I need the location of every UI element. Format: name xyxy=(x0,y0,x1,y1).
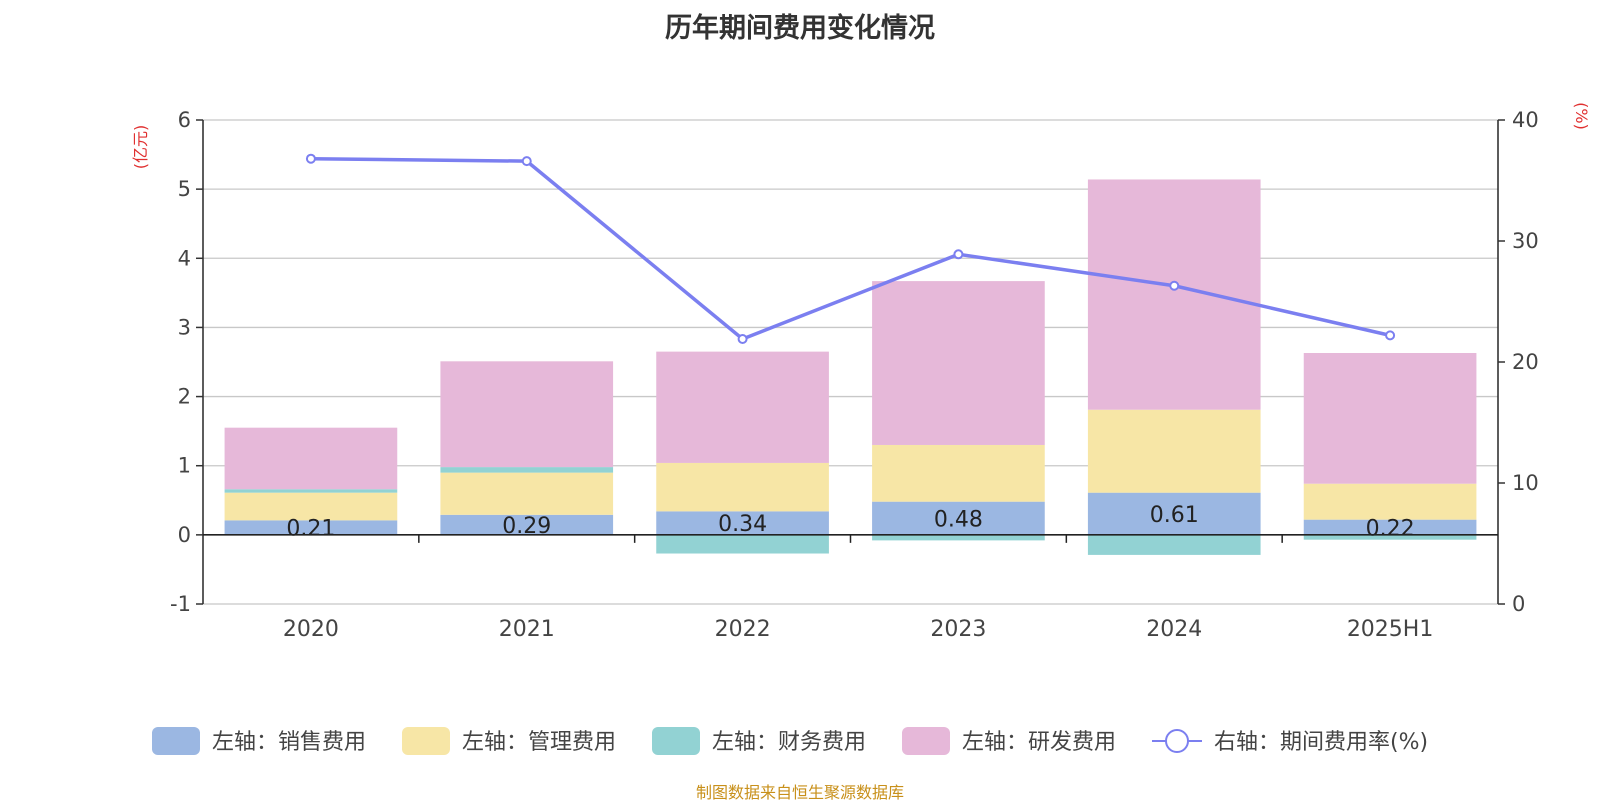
legend-marker-rate xyxy=(1165,729,1189,753)
bar-sales xyxy=(1303,519,1477,535)
bar-data-label: 0.22 xyxy=(1366,516,1415,541)
rate-point xyxy=(737,334,748,345)
right-tick-label: 40 xyxy=(1512,108,1539,132)
legend-swatch-rd xyxy=(902,727,950,755)
left-tick-label: 1 xyxy=(178,454,191,478)
legend-label-admin: 左轴：管理费用 xyxy=(462,730,616,755)
axes: -1 0 1 2 3 4 5 6 0 10 20 30 40 2020 2021 2022 2023 2024 20… xyxy=(170,108,1539,642)
bar-finance xyxy=(440,467,614,473)
legend-label-finance: 左轴：财务费用 xyxy=(712,730,866,755)
rate-point xyxy=(305,153,316,164)
rate-point xyxy=(1169,280,1180,291)
bar-data-label: 0.34 xyxy=(718,512,767,537)
bar-data-label: 0.21 xyxy=(286,517,335,542)
left-tick-label: 2 xyxy=(178,385,191,409)
right-tick-label: 30 xyxy=(1512,229,1539,253)
bar-admin xyxy=(1303,483,1477,520)
bar-rd xyxy=(872,281,1045,445)
bar-admin xyxy=(656,462,829,512)
bar-data-label: 0.48 xyxy=(934,507,983,532)
rate-line-series xyxy=(305,153,1396,345)
legend-swatch-finance xyxy=(652,727,700,755)
bar-data-label: 0.29 xyxy=(502,514,551,539)
legend-label-sales: 左轴：销售费用 xyxy=(212,730,366,755)
legend-label-rd: 左轴：研发费用 xyxy=(962,730,1116,755)
left-axis-unit: (亿元) xyxy=(131,125,150,170)
bar-rd xyxy=(656,351,829,463)
legend-label-rate: 右轴：期间费用率(%) xyxy=(1214,730,1428,755)
data-labels: 0.21 0.29 0.34 0.48 0.61 0.22 xyxy=(286,503,1414,542)
right-tick-label: 20 xyxy=(1512,350,1539,374)
chart-title: 历年期间费用变化情况 xyxy=(665,13,935,44)
rate-point xyxy=(1385,330,1396,341)
bar-finance xyxy=(1303,534,1477,540)
right-tick-label: 0 xyxy=(1512,592,1525,616)
legend: 左轴：销售费用 左轴：管理费用 左轴：财务费用 左轴：研发费用 右轴：期间费用率(%) xyxy=(152,727,1428,755)
bar-admin xyxy=(1087,409,1261,493)
right-tick-label: 10 xyxy=(1512,471,1539,495)
legend-swatch-admin xyxy=(402,727,450,755)
bar-admin xyxy=(872,444,1045,502)
bar-finance xyxy=(1087,534,1261,555)
bar-rd xyxy=(1087,179,1261,410)
bar-data-label: 0.61 xyxy=(1150,503,1199,528)
bar-rd xyxy=(440,361,614,468)
bar-sales xyxy=(656,511,829,535)
left-tick-label: 0 xyxy=(178,523,191,547)
bar-sales xyxy=(440,514,614,535)
grid-lines xyxy=(203,119,1498,605)
x-tick-label: 2024 xyxy=(1146,617,1202,642)
x-tick-label: 2022 xyxy=(715,617,771,642)
x-tick-label: 2020 xyxy=(283,617,339,642)
rate-line xyxy=(310,156,1391,342)
left-tick-label: 3 xyxy=(178,315,191,339)
bar-admin xyxy=(224,492,398,521)
left-tick-label: 4 xyxy=(178,246,191,270)
x-tick-label: 2025H1 xyxy=(1347,617,1434,642)
bar-admin xyxy=(440,472,614,515)
rate-point xyxy=(953,249,964,260)
bar-sales xyxy=(224,520,398,535)
bar-finance xyxy=(656,534,829,554)
x-tick-label: 2023 xyxy=(930,617,986,642)
legend-swatch-sales xyxy=(152,727,200,755)
left-tick-label: 5 xyxy=(178,177,191,201)
source-note: 制图数据来自恒生聚源数据库 xyxy=(695,783,904,802)
bar-finance xyxy=(224,489,398,493)
bar-rd xyxy=(1303,353,1477,484)
bar-sales xyxy=(1087,492,1261,535)
bar-finance xyxy=(872,534,1045,541)
left-tick-label: 6 xyxy=(178,108,191,132)
bar-series xyxy=(224,179,1477,555)
rate-point xyxy=(521,156,532,167)
x-tick-label: 2021 xyxy=(499,617,555,642)
bar-sales xyxy=(872,501,1045,535)
right-axis-unit: (%) xyxy=(1572,102,1591,130)
bar-rd xyxy=(224,427,398,490)
left-tick-label: -1 xyxy=(170,592,191,616)
